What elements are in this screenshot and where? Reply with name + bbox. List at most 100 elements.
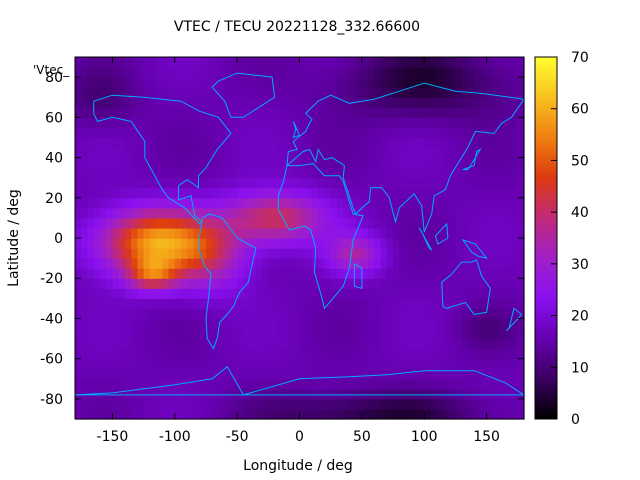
heatmap-cell [380, 278, 388, 289]
heatmap-cell [287, 288, 294, 299]
heatmap-cell [293, 67, 301, 78]
heatmap-cell [330, 408, 338, 420]
heatmap-cell [343, 137, 350, 149]
heatmap-cell [274, 318, 282, 330]
heatmap-cell [405, 167, 413, 179]
heatmap-cell [249, 378, 257, 390]
heatmap-cell [199, 398, 207, 410]
x-axis-label: Longitude / deg [243, 458, 353, 474]
heatmap-cell [143, 177, 151, 189]
heatmap-cell [218, 288, 226, 299]
heatmap-cell [336, 137, 344, 149]
heatmap-cell [486, 268, 494, 279]
heatmap-cell [106, 217, 114, 229]
heatmap-cell [287, 77, 294, 88]
heatmap-cell [324, 248, 332, 259]
heatmap-cell [199, 227, 207, 239]
heatmap-cell [411, 398, 419, 410]
heatmap-cell [81, 368, 89, 380]
heatmap-cell [280, 308, 288, 320]
heatmap-cell [330, 67, 338, 78]
heatmap-cell [205, 308, 213, 320]
heatmap-cell [106, 328, 114, 340]
heatmap-cell [417, 77, 425, 88]
heatmap-cell [212, 127, 220, 139]
heatmap-cell [499, 67, 506, 78]
heatmap-cell [156, 157, 163, 169]
heatmap-cell [474, 378, 481, 390]
heatmap-cell [368, 358, 375, 370]
heatmap-cell [118, 207, 126, 219]
heatmap-cell [318, 248, 326, 259]
heatmap-cell [112, 87, 120, 98]
heatmap-cell [212, 67, 220, 78]
heatmap-cell [237, 177, 244, 189]
heatmap-cell [486, 217, 494, 229]
heatmap-cell [299, 238, 307, 249]
heatmap-cell [424, 177, 432, 189]
heatmap-cell [467, 308, 475, 320]
heatmap-cell [330, 57, 338, 68]
heatmap-cell [492, 187, 500, 199]
heatmap-cell [268, 388, 276, 400]
heatmap-cell [230, 368, 238, 380]
heatmap-cell [99, 207, 107, 219]
heatmap-cell [505, 97, 513, 108]
heatmap-cell [474, 388, 481, 400]
heatmap-cell [131, 348, 138, 360]
heatmap-cell [81, 197, 89, 209]
heatmap-cell [143, 258, 151, 269]
heatmap-cell [318, 308, 326, 320]
heatmap-cell [480, 398, 488, 410]
heatmap-cell [243, 117, 251, 128]
heatmap-cell [455, 258, 463, 269]
heatmap-cell [99, 338, 107, 350]
heatmap-cell [305, 217, 313, 229]
heatmap-cell [230, 137, 238, 149]
heatmap-cell [517, 227, 525, 239]
heatmap-cell [299, 117, 307, 128]
heatmap-cell [324, 77, 332, 88]
heatmap-cell [299, 368, 307, 380]
heatmap-cell [268, 117, 276, 128]
heatmap-cell [380, 358, 388, 370]
heatmap-cell [274, 328, 282, 340]
heatmap-cell [442, 388, 450, 400]
heatmap-cell [93, 77, 101, 88]
heatmap-cell [374, 398, 382, 410]
heatmap-cell [374, 137, 382, 149]
heatmap-cell [106, 107, 114, 118]
heatmap-cell [87, 328, 95, 340]
heatmap-cell [324, 408, 332, 420]
heatmap-cell [262, 197, 269, 209]
heatmap-cell [199, 268, 207, 279]
heatmap-cell [318, 157, 326, 169]
heatmap-cell [218, 388, 226, 400]
heatmap-cell [368, 77, 375, 88]
heatmap-cell [143, 217, 151, 229]
heatmap-cell [280, 147, 288, 159]
heatmap-cell [492, 157, 500, 169]
heatmap-cell [237, 77, 244, 88]
heatmap-cell [75, 398, 82, 410]
heatmap-cell [330, 278, 338, 289]
heatmap-cell [81, 268, 89, 279]
heatmap-cell [193, 328, 201, 340]
heatmap-cell [430, 147, 438, 159]
heatmap-cell [124, 97, 132, 108]
heatmap-cell [361, 278, 369, 289]
heatmap-cell [486, 358, 494, 370]
heatmap-cell [112, 348, 120, 360]
heatmap-cell [131, 278, 138, 289]
heatmap-cell [517, 147, 525, 159]
heatmap-cell [505, 227, 513, 239]
heatmap-cell [380, 248, 388, 259]
heatmap-cell [305, 57, 313, 68]
heatmap-cell [93, 408, 101, 420]
heatmap-cell [255, 248, 263, 259]
coastline-path [462, 148, 482, 171]
heatmap-cell [461, 157, 469, 169]
heatmap-cell [442, 147, 450, 159]
heatmap-cell [181, 328, 188, 340]
heatmap-cell [205, 107, 213, 118]
